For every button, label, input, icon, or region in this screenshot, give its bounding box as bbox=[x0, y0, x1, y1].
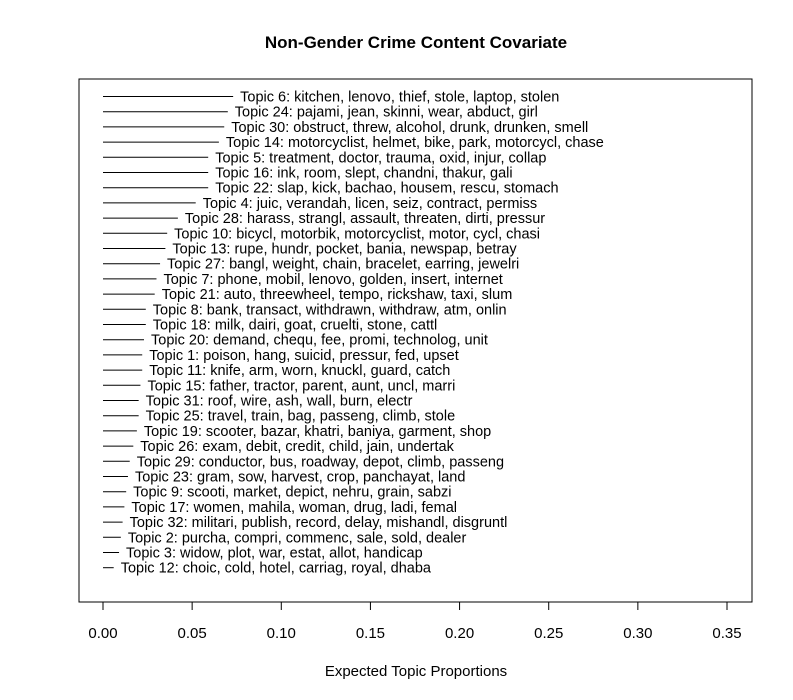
topic-label: Topic 12: choic, cold, hotel, carriag, r… bbox=[121, 561, 432, 577]
x-tick-label: 0.15 bbox=[356, 625, 385, 642]
topic-label: Topic 3: widow, plot, war, estat, allot,… bbox=[126, 546, 423, 562]
topic-label: Topic 28: harass, strangl, assault, thre… bbox=[185, 211, 545, 227]
topic-label: Topic 15: father, tractor, parent, aunt,… bbox=[147, 378, 455, 394]
topic-label: Topic 8: bank, transact, withdrawn, with… bbox=[153, 302, 507, 318]
topic-label: Topic 16: ink, room, slept, chandni, tha… bbox=[215, 166, 512, 182]
topic-label: Topic 17: women, mahila, woman, drug, la… bbox=[131, 500, 457, 516]
x-tick-label: 0.25 bbox=[534, 625, 563, 642]
topic-label: Topic 7: phone, mobil, lenovo, golden, i… bbox=[163, 272, 502, 288]
x-axis-label: Expected Topic Proportions bbox=[325, 663, 507, 680]
topic-label: Topic 13: rupe, hundr, pocket, bania, ne… bbox=[172, 242, 517, 258]
topic-label: Topic 27: bangl, weight, chain, bracelet… bbox=[167, 257, 519, 273]
topic-label: Topic 1: poison, hang, suicid, pressur, … bbox=[149, 348, 459, 364]
topic-label: Topic 5: treatment, doctor, trauma, oxid… bbox=[215, 150, 546, 166]
x-axis: 0.00 0.05 0.10 0.15 0.20 0.25 0.30 0.35 bbox=[88, 601, 742, 642]
topic-label: Topic 23: gram, sow, harvest, crop, panc… bbox=[135, 470, 465, 486]
topic-label: Topic 30: obstruct, threw, alcohol, drun… bbox=[231, 120, 588, 136]
topic-label: Topic 20: demand, chequ, fee, promi, tec… bbox=[151, 333, 488, 349]
topic-label: Topic 32: militari, publish, record, del… bbox=[130, 515, 508, 531]
topic-label: Topic 24: pajami, jean, skinni, wear, ab… bbox=[235, 105, 538, 121]
x-tick-label: 0.30 bbox=[623, 625, 652, 642]
topic-label: Topic 11: knife, arm, worn, knuckl, guar… bbox=[149, 363, 450, 379]
topic-label: Topic 9: scooti, market, depict, nehru, … bbox=[133, 485, 451, 501]
topic-labels-group: Topic 6: kitchen, lenovo, thief, stole, … bbox=[121, 90, 604, 577]
chart-title: Non-Gender Crime Content Covariate bbox=[265, 33, 567, 52]
topic-label: Topic 10: bicycl, motorbik, motorcyclist… bbox=[174, 226, 540, 242]
topic-label: Topic 6: kitchen, lenovo, thief, stole, … bbox=[240, 90, 559, 106]
topic-label: Topic 31: roof, wire, ash, wall, burn, e… bbox=[146, 394, 413, 410]
x-tick-label: 0.20 bbox=[445, 625, 474, 642]
topic-label: Topic 26: exam, debit, credit, child, ja… bbox=[140, 439, 454, 455]
topic-label: Topic 29: conductor, bus, roadway, depot… bbox=[137, 454, 504, 470]
bars-group bbox=[103, 96, 234, 569]
x-tick-label: 0.05 bbox=[178, 625, 207, 642]
topic-label: Topic 4: juic, verandah, licen, seiz, co… bbox=[203, 196, 537, 212]
topic-label: Topic 22: slap, kick, bachao, housem, re… bbox=[215, 181, 558, 197]
topic-label: Topic 25: travel, train, bag, passeng, c… bbox=[146, 409, 456, 425]
topic-label: Topic 19: scooter, bazar, khatri, baniya… bbox=[144, 424, 491, 440]
topic-label: Topic 21: auto, threewheel, tempo, ricks… bbox=[162, 287, 513, 303]
topic-label: Topic 14: motorcyclist, helmet, bike, pa… bbox=[226, 135, 604, 151]
x-tick-label: 0.35 bbox=[712, 625, 741, 642]
x-tick-label: 0.10 bbox=[267, 625, 296, 642]
topic-label: Topic 2: purcha, compri, commenc, sale, … bbox=[128, 530, 467, 546]
topic-label: Topic 18: milk, dairi, goat, cruelti, st… bbox=[153, 318, 438, 334]
x-tick-label: 0.00 bbox=[88, 625, 117, 642]
